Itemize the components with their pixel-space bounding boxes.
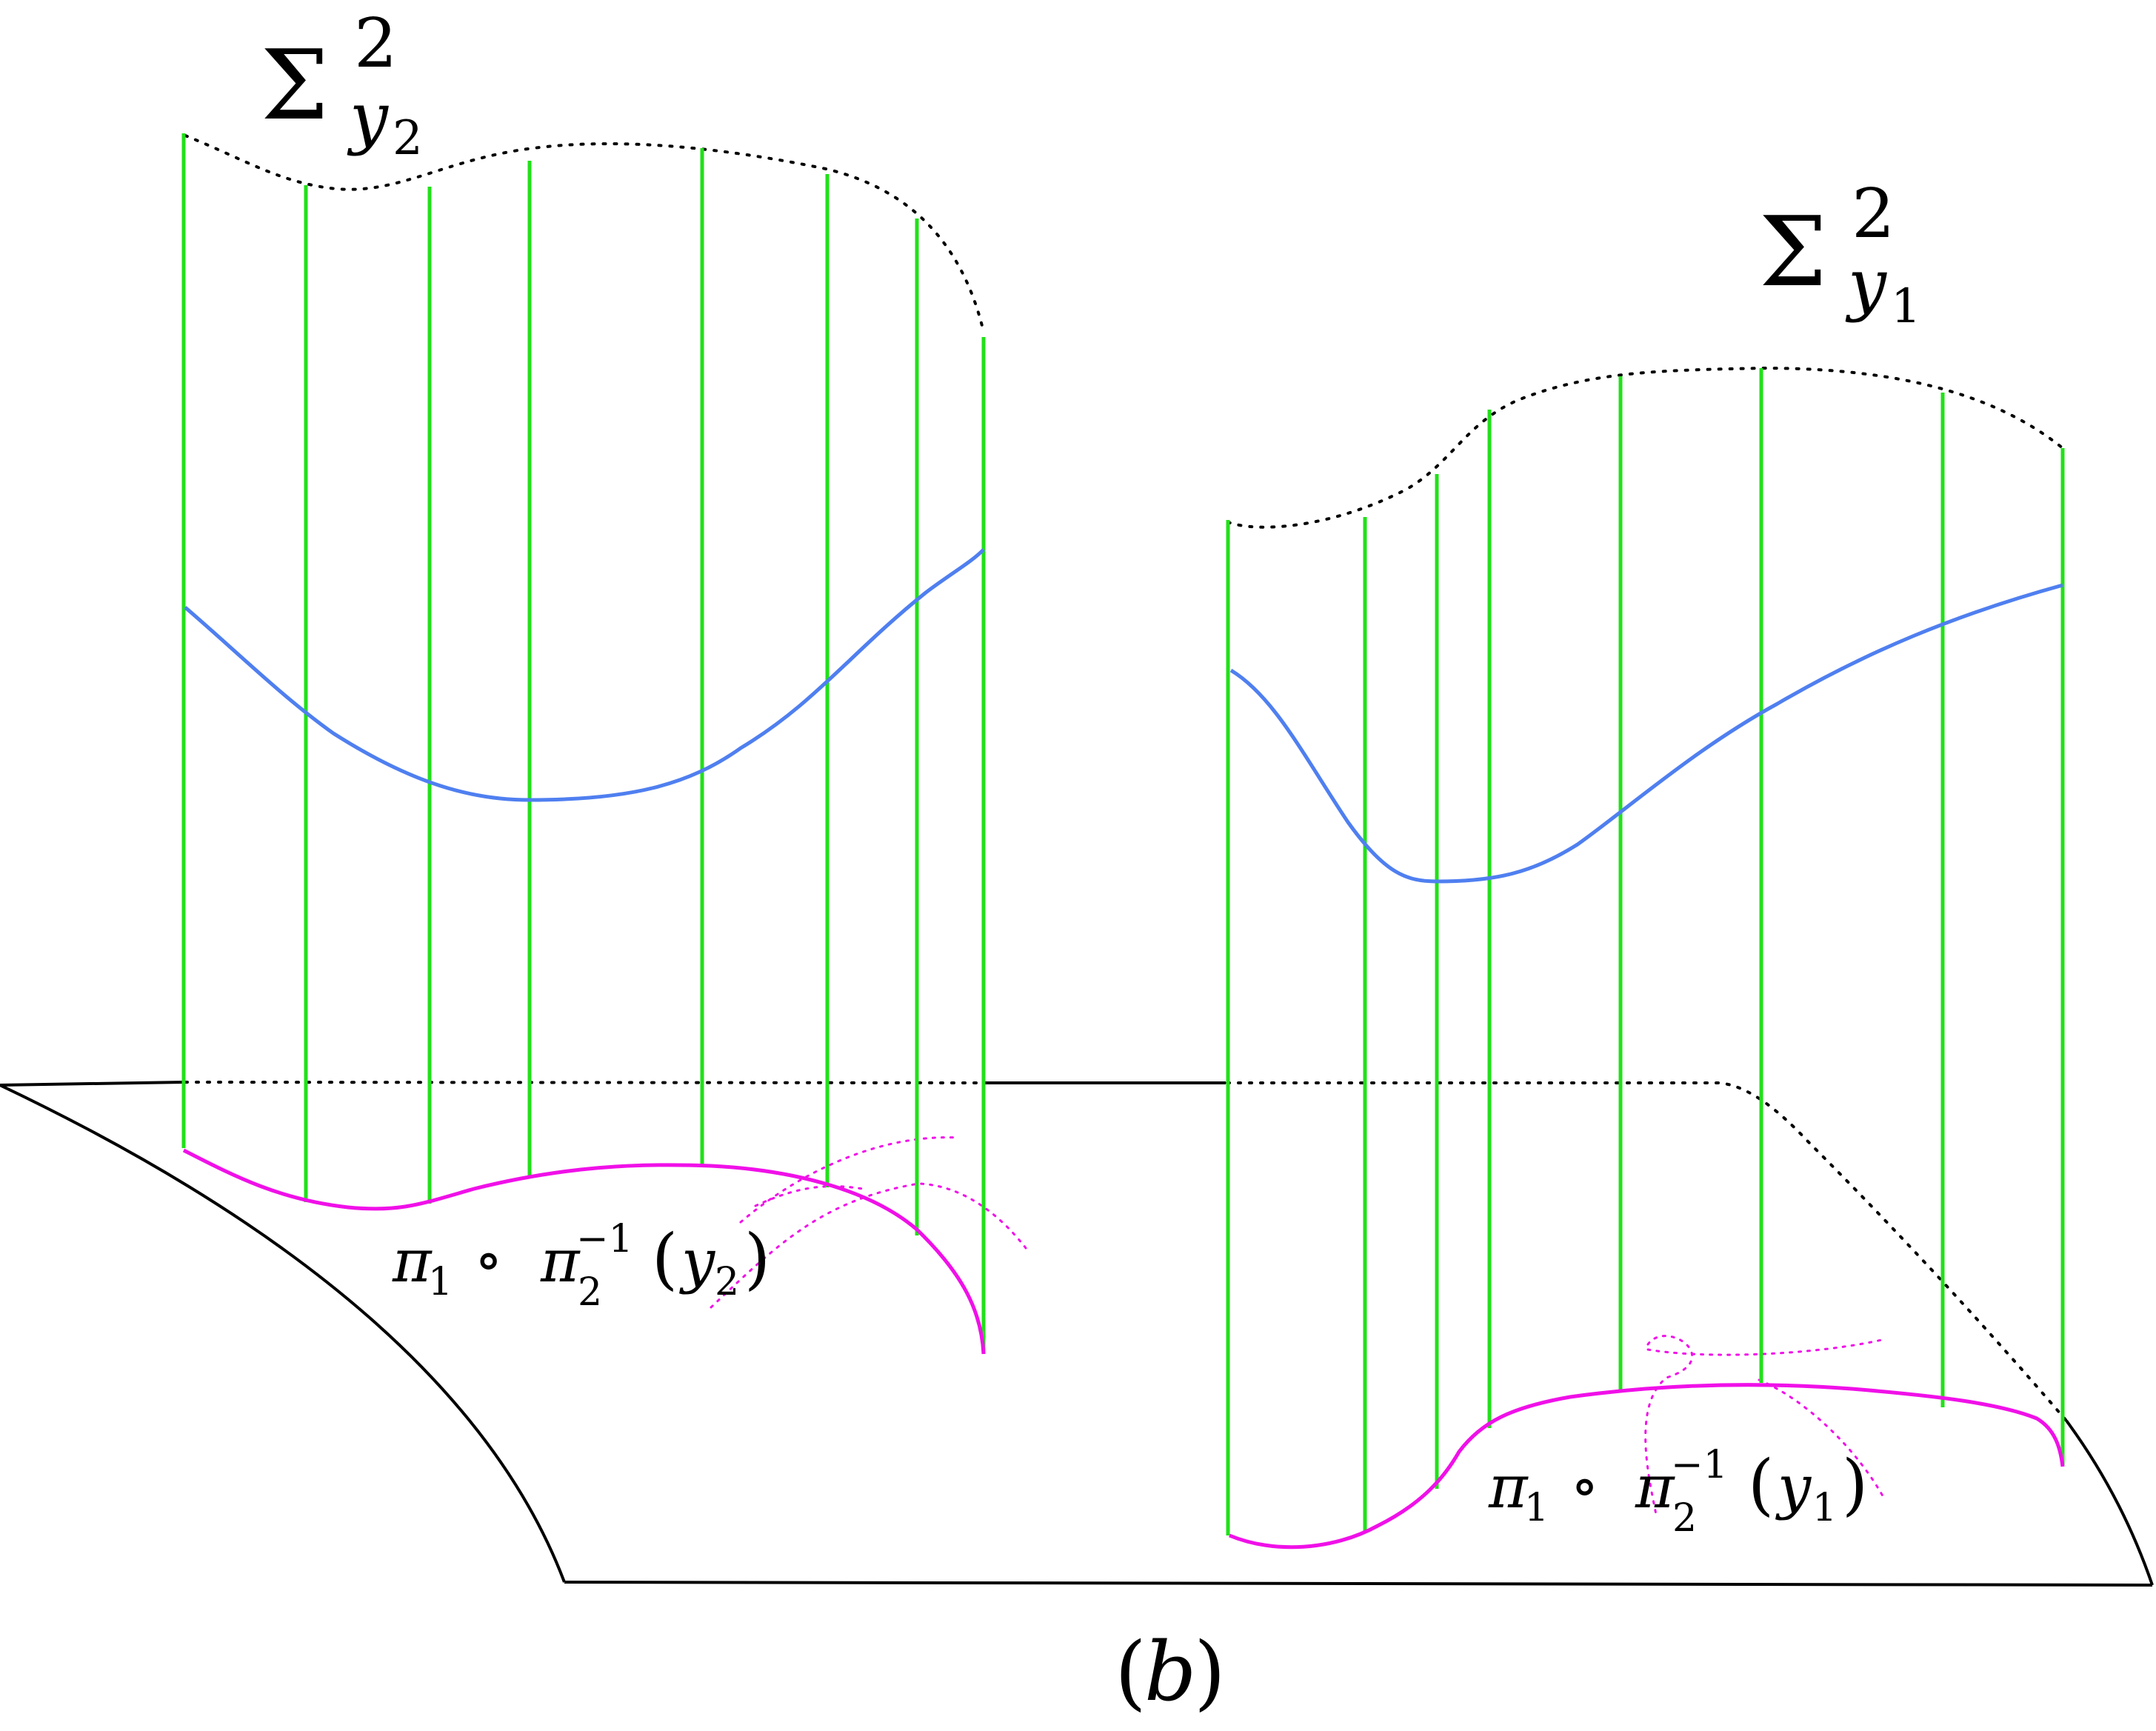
base-plane xyxy=(0,1081,2154,1587)
hidden-back-edge-left xyxy=(184,1081,985,1084)
variable-index: 1 xyxy=(1812,1486,1837,1530)
aux-arc-left-3 xyxy=(754,1185,864,1207)
compose-symbol: ∘ xyxy=(474,1225,503,1294)
sigma-label-right: Σ xyxy=(1759,196,1827,308)
sigma-right-subscript-index: 1 xyxy=(1891,279,1921,334)
open-paren: ( xyxy=(1748,1446,1774,1524)
close-paren: ) xyxy=(1842,1446,1868,1524)
sigma-symbol: Σ xyxy=(261,29,329,141)
variable-index: 2 xyxy=(715,1260,739,1304)
left-base-curve xyxy=(182,1148,986,1355)
aux-arc-left-2 xyxy=(710,1182,1027,1309)
right-cylinder-fibers xyxy=(1226,368,2065,1535)
sigma-right-subscript-var: y xyxy=(1845,244,1887,324)
base-plane-hidden-edges xyxy=(184,1081,2068,1422)
right-section-curve xyxy=(1229,583,2063,884)
open-paren: ( xyxy=(652,1220,678,1298)
variable-y: y xyxy=(1775,1452,1812,1521)
pi-symbol: π xyxy=(1635,1452,1675,1521)
pi-subscript: 2 xyxy=(1672,1496,1697,1541)
right-cylinder-top-boundary xyxy=(1226,366,2064,529)
sigma-left-subscript-var: y xyxy=(347,78,389,157)
pi-superscript: −1 xyxy=(576,1217,633,1261)
caption-close-paren: ) xyxy=(1194,1624,1226,1719)
sigma-label-left: Σ xyxy=(261,29,329,141)
caption-open-paren: ( xyxy=(1115,1624,1147,1719)
cylinder-top-boundaries xyxy=(184,134,2064,529)
base-plane-right-edge xyxy=(2065,1419,2154,1586)
preimage-label-left: π 1 ∘ π 2 −1 ( y 2 ) xyxy=(392,1217,770,1315)
base-plane-bottom-edge xyxy=(564,1581,2153,1587)
caption-letter: b xyxy=(1144,1624,1196,1719)
aux-arc-right-3 xyxy=(1758,1378,1886,1501)
figure-caption: ( b ) xyxy=(1115,1624,1226,1719)
base-curves xyxy=(182,1148,2065,1550)
compose-symbol: ∘ xyxy=(1570,1451,1599,1520)
close-paren: ) xyxy=(744,1220,770,1298)
pi-symbol: π xyxy=(540,1227,581,1295)
aux-arc-left-1 xyxy=(739,1136,961,1224)
base-plane-left-edge xyxy=(0,1084,566,1583)
pi-subscript: 1 xyxy=(428,1260,453,1304)
sigma-left-subscript-index: 2 xyxy=(393,111,423,166)
pi-subscript: 2 xyxy=(578,1270,602,1315)
preimage-label-right: π 1 ∘ π 2 −1 ( y 1 ) xyxy=(1488,1443,1868,1541)
left-cylinder-fibers xyxy=(181,133,986,1354)
section-curves xyxy=(184,548,2063,884)
hidden-back-edge-right xyxy=(1226,1081,2068,1422)
pi-symbol: π xyxy=(1488,1452,1529,1521)
auxiliary-arcs xyxy=(710,1136,1886,1520)
pi-subscript: 1 xyxy=(1524,1486,1549,1530)
variable-y: y xyxy=(679,1227,716,1295)
left-cylinder-top-boundary xyxy=(184,134,985,333)
left-section-curve xyxy=(184,548,985,802)
aux-arc-right-1 xyxy=(1644,1335,1694,1520)
sigma-right-superscript: 2 xyxy=(1852,174,1895,253)
sigma-symbol: Σ xyxy=(1759,196,1827,308)
pi-superscript: −1 xyxy=(1671,1443,1728,1487)
base-plane-back-edge-left xyxy=(0,1081,184,1087)
aux-arc-right-2 xyxy=(1646,1338,1886,1356)
pi-symbol: π xyxy=(392,1227,433,1295)
right-base-curve xyxy=(1229,1383,2065,1550)
sigma-left-superscript: 2 xyxy=(354,4,398,83)
